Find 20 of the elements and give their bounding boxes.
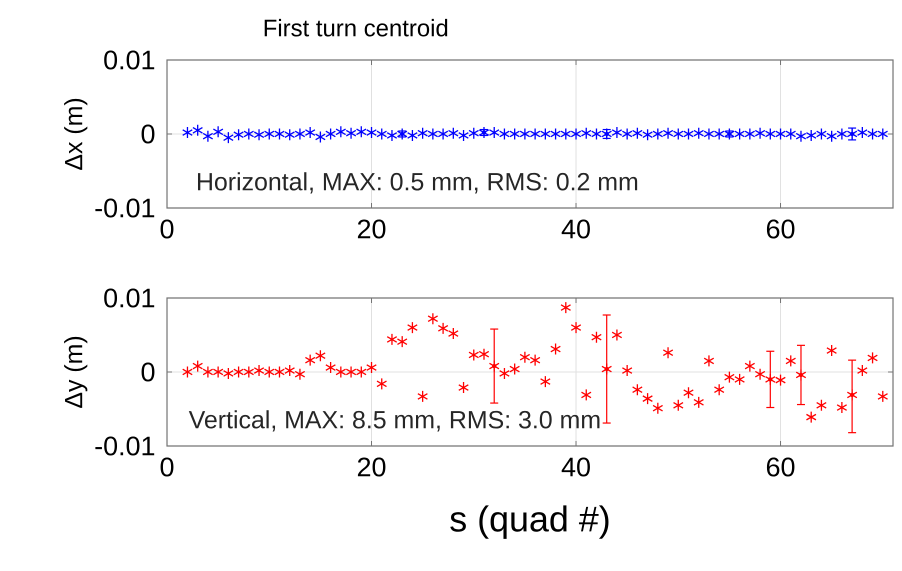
x-tick-label: 0 xyxy=(160,220,174,239)
x-tick-label: 20 xyxy=(358,220,386,239)
chart-title: First turn centroid xyxy=(264,18,448,36)
y-tick-label: 0.01 xyxy=(104,50,154,70)
y-tick-label: 0 xyxy=(142,124,154,144)
x-tick-label: 60 xyxy=(766,220,794,239)
x-axis-title: s (quad #) xyxy=(450,505,608,539)
y-tick-label: 0 xyxy=(142,362,154,382)
x-tick-label: 60 xyxy=(766,458,794,477)
y-axis-title: Δx (m) xyxy=(64,98,88,170)
x-tick-label: 40 xyxy=(562,458,590,477)
x-tick-label: 20 xyxy=(358,458,386,477)
annotation: Horizontal, MAX: 0.5 mm, RMS: 0.2 mm xyxy=(198,172,638,194)
x-tick-label: 40 xyxy=(562,220,590,239)
y-axis-title: Δy (m) xyxy=(64,336,88,408)
x-tick-label: 0 xyxy=(160,458,174,477)
y-tick-label: 0.01 xyxy=(104,288,154,308)
annotation: Vertical, MAX: 8.5 mm, RMS: 3.0 mm xyxy=(188,410,600,432)
y-tick-label: -0.01 xyxy=(95,436,154,456)
y-tick-label: -0.01 xyxy=(95,198,154,218)
